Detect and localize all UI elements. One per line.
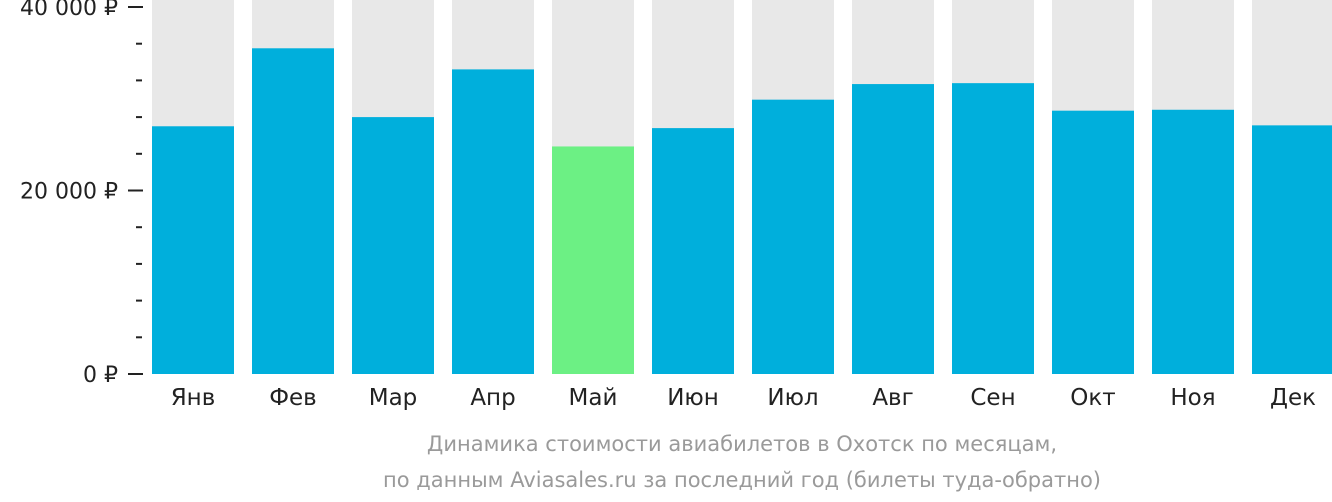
x-tick-label: Мар [369,385,418,411]
x-tick-label: Янв [171,385,216,411]
bar-2 [252,48,334,374]
x-tick-label: Авг [872,385,913,411]
y-tick-label: 20 000 ₽ [20,180,118,205]
chart-caption-line-1: Динамика стоимости авиабилетов в Охотск … [426,432,1058,456]
bar-5 [552,146,634,374]
x-tick-label: Дек [1270,385,1316,411]
bar-1 [152,126,234,375]
bar-7 [752,99,834,374]
bar-8 [852,84,934,374]
bar-6 [652,128,734,374]
y-tick-label: 0 ₽ [83,363,118,388]
bar-3 [352,117,434,374]
x-tick-label: Июн [667,385,719,411]
x-tick-label: Июл [767,385,818,411]
x-tick-label: Сен [970,385,1015,411]
chart-caption-line-2: по данным Aviasales.ru за последний год … [383,468,1101,492]
bar-10 [1052,110,1134,375]
x-tick-label: Ноя [1170,385,1215,411]
x-tick-label: Май [569,385,618,411]
x-tick-label: Окт [1070,385,1115,411]
bar-12 [1252,125,1332,374]
bar-4 [452,69,534,374]
x-tick-label: Фев [269,385,317,411]
bar-9 [952,83,1034,374]
bar-11 [1152,109,1234,374]
x-tick-label: Апр [470,385,515,411]
y-tick-label: 40 000 ₽ [20,0,118,21]
bar-chart: Янв Фев Мар Апр Май Июн Июл Авг Сен Окт Ноя Дек 0 ₽ 2… [20,0,1332,411]
